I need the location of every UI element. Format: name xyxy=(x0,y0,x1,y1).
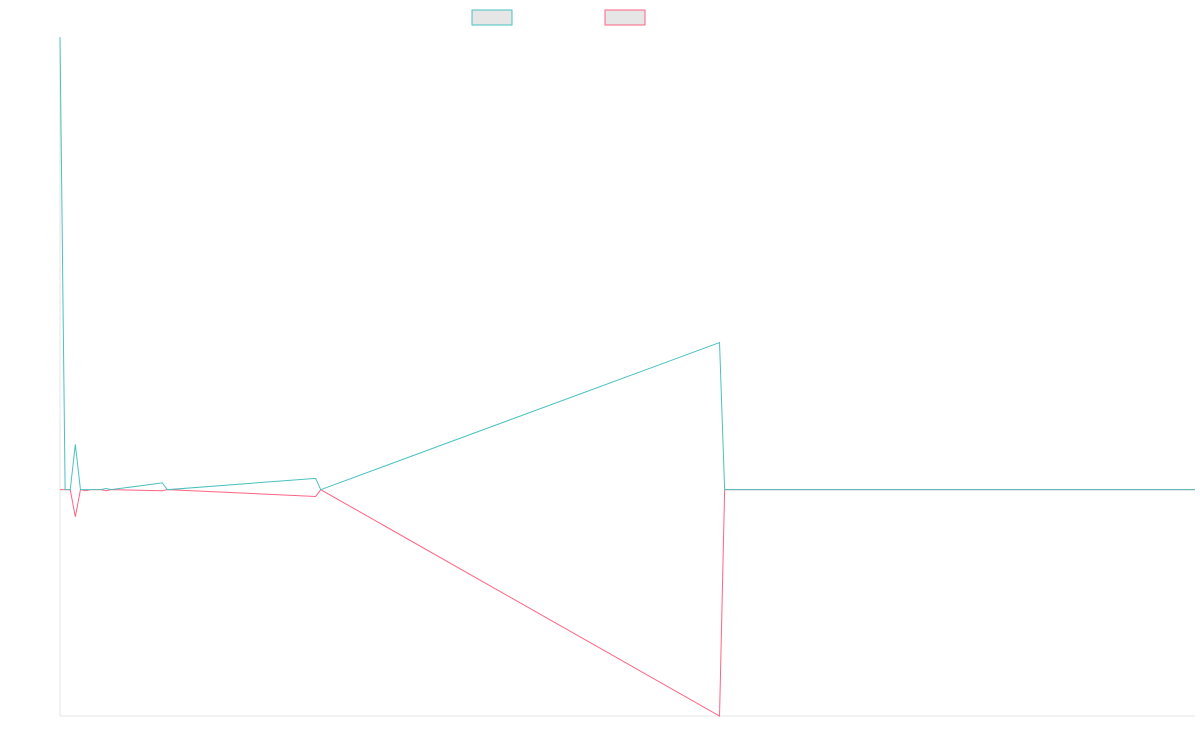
series-line-2 xyxy=(60,489,1195,717)
legend-swatch-1[interactable] xyxy=(471,9,513,26)
series-line-1 xyxy=(59,36,1195,491)
legend xyxy=(471,9,646,26)
series-layer xyxy=(59,36,1195,717)
legend-swatch-2[interactable] xyxy=(604,9,646,26)
axes xyxy=(59,37,1195,717)
